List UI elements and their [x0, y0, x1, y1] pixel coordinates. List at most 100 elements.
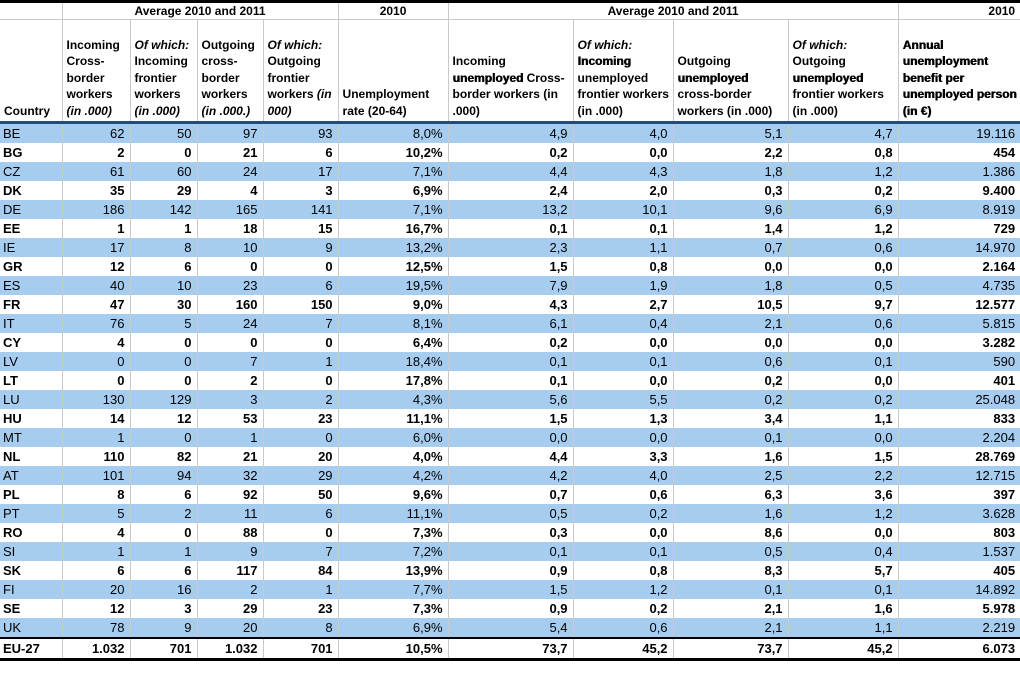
cell-annual-unemployment-benefit: 1.386 — [897, 162, 1020, 181]
cell-incoming-unemployed-cross-border-workers: 4,3 — [447, 295, 574, 314]
row-label-country: DE — [0, 200, 62, 219]
cell-unemployment-rate: 10,2% — [337, 143, 449, 162]
cell-incoming-unemployed-frontier-workers: 10,1 — [572, 200, 674, 219]
cell-annual-unemployment-benefit: 401 — [897, 371, 1020, 390]
table-row-DE: DE 186 142 165 141 7,1% 13,2 10,1 9,6 6,9 8.919 — [0, 200, 1020, 219]
band-label: 2010 — [897, 0, 1020, 20]
cell-outgoing-frontier-workers: 6 — [262, 504, 339, 523]
cell-outgoing-unemployed-cross-border-workers: 0,5 — [672, 542, 789, 561]
header-text: (in 000) — [267, 87, 332, 118]
header-text: Incoming — [452, 54, 506, 68]
cell-outgoing-cross-border-workers: 18 — [196, 219, 263, 238]
cell-outgoing-unemployed-frontier-workers: 0,8 — [787, 143, 899, 162]
cell-outgoing-frontier-workers: 6 — [262, 143, 339, 162]
cell-incoming-frontier-workers: 0 — [129, 428, 197, 447]
cell-outgoing-unemployed-cross-border-workers: 2,1 — [672, 599, 789, 618]
cell-outgoing-cross-border-workers: 160 — [196, 295, 263, 314]
table-row-IE: IE 17 8 10 9 13,2% 2,3 1,1 0,7 0,6 14.970 — [0, 238, 1020, 257]
cell-incoming-cross-border-workers: 2 — [61, 143, 130, 162]
cell-outgoing-unemployed-frontier-workers: 0,0 — [787, 371, 899, 390]
table-row-RO: RO 4 0 88 0 7,3% 0,3 0,0 8,6 0,0 803 — [0, 523, 1020, 542]
table-row-EE: EE 1 1 18 15 16,7% 0,1 0,1 1,4 1,2 729 — [0, 219, 1020, 238]
row-label-country: RO — [3, 525, 23, 540]
cell-unemployment-rate: 4,2% — [337, 466, 449, 485]
cell-outgoing-unemployed-cross-border-workers: 10,5 — [672, 295, 789, 314]
col-header-country: Country — [0, 19, 62, 124]
cell-outgoing-frontier-workers: 2 — [262, 390, 339, 409]
cell-outgoing-unemployed-frontier-workers: 1,1 — [787, 618, 899, 638]
header-text: unemployed — [677, 70, 749, 85]
cell-incoming-cross-border-workers: 12 — [61, 599, 130, 618]
cell-outgoing-unemployed-frontier-workers: 0,4 — [787, 542, 899, 561]
cell-incoming-unemployed-cross-border-workers: 6,1 — [447, 314, 574, 333]
cell-incoming-cross-border-workers: 6 — [61, 561, 130, 580]
cell-outgoing-frontier-workers: 7 — [262, 542, 339, 561]
cell-incoming-frontier-workers: 142 — [129, 200, 197, 219]
col-header-incoming-unemployed-frontier-workers: Of which: Incoming unemployed frontier wo… — [572, 19, 674, 124]
col-header-outgoing-cross-border-workers: Outgoing cross-border workers (in .000.) — [196, 19, 263, 124]
cell-incoming-cross-border-workers: 1 — [61, 542, 130, 561]
cell-outgoing-unemployed-cross-border-workers: 2,2 — [672, 143, 789, 162]
cell-outgoing-frontier-workers: 15 — [262, 219, 339, 238]
table-row-NL: NL 110 82 21 20 4,0% 4,4 3,3 1,6 1,5 28.769 — [0, 447, 1020, 466]
cell-incoming-unemployed-cross-border-workers: 2,4 — [447, 181, 574, 200]
cell-outgoing-unemployed-frontier-workers: 1,2 — [787, 504, 899, 523]
header-text: Outgoing cross-border workers — [201, 37, 255, 102]
cell-incoming-cross-border-workers: 101 — [61, 466, 130, 485]
cell-incoming-cross-border-workers: 8 — [61, 485, 130, 504]
cell-outgoing-cross-border-workers: 92 — [196, 485, 263, 504]
cell-outgoing-unemployed-frontier-workers: 2,2 — [787, 466, 899, 485]
cell-unemployment-rate: 12,5% — [337, 257, 449, 276]
header-text: unemployed — [792, 70, 864, 85]
cell-outgoing-unemployed-frontier-workers: 0,0 — [787, 428, 899, 447]
header-text: cross-border workers (in .000) — [677, 87, 773, 118]
col-header-outgoing-unemployed-frontier-workers: Of which: Outgoing unemployed frontier wo… — [787, 19, 899, 124]
column-header-row: Country Incoming Cross-border workers (in… — [0, 19, 1020, 124]
cell-outgoing-unemployed-cross-border-workers: 8,3 — [672, 561, 789, 580]
cell-annual-unemployment-benefit: 8.919 — [897, 200, 1020, 219]
cell-outgoing-cross-border-workers: 2 — [196, 371, 263, 390]
row-label-country: PT — [0, 504, 62, 523]
header-text: Unemployment rate (20-64) — [342, 87, 430, 118]
cell-incoming-unemployed-cross-border-workers: 0,9 — [447, 561, 574, 580]
header-text: Outgoing frontier workers — [267, 54, 321, 101]
cell-incoming-frontier-workers: 94 — [129, 466, 197, 485]
cell-outgoing-frontier-workers: 1 — [262, 580, 339, 599]
cell-outgoing-unemployed-frontier-workers: 3,6 — [787, 485, 899, 504]
cell-outgoing-unemployed-cross-border-workers: 0,6 — [672, 352, 789, 371]
header-text: Outgoing — [792, 54, 846, 68]
col-header-incoming-unemployed-cross-border-workers: Incoming unemployed Cross-border workers… — [447, 19, 574, 124]
cell-incoming-unemployed-frontier-workers: 1,9 — [572, 276, 674, 295]
cell-unemployment-rate: 13,2% — [337, 238, 449, 257]
cell-incoming-cross-border-workers: 76 — [61, 314, 130, 333]
table-row-SE: SE 12 3 29 23 7,3% 0,9 0,2 2,1 1,6 5.978 — [0, 599, 1020, 618]
cell-outgoing-frontier-workers: 1 — [262, 352, 339, 371]
cell-outgoing-unemployed-cross-border-workers: 0,3 — [672, 181, 789, 200]
cell-annual-unemployment-benefit: 3.628 — [897, 504, 1020, 523]
cell-incoming-unemployed-frontier-workers: 0,4 — [572, 314, 674, 333]
cell-incoming-unemployed-frontier-workers: 2,0 — [572, 181, 674, 200]
cell-incoming-unemployed-frontier-workers: 4,0 — [572, 466, 674, 485]
cell-incoming-cross-border-workers: 20 — [61, 580, 130, 599]
cell-outgoing-unemployed-cross-border-workers: 1,4 — [672, 219, 789, 238]
cell-incoming-cross-border-workers: 47 — [61, 295, 130, 314]
cell-incoming-frontier-workers: 16 — [129, 580, 197, 599]
cell-incoming-unemployed-frontier-workers: 4,0 — [572, 122, 674, 143]
cell-outgoing-cross-border-workers: 97 — [196, 122, 263, 143]
cell-incoming-frontier-workers: 1 — [129, 219, 197, 238]
row-label-country: ES — [0, 276, 62, 295]
row-label-country: IT — [0, 314, 62, 333]
cell-incoming-unemployed-frontier-workers: 0,0 — [572, 523, 674, 542]
col-header-incoming-cross-border-workers: Incoming Cross-border workers (in .000) — [61, 19, 130, 124]
cell-incoming-frontier-workers: 50 — [129, 122, 197, 143]
table-row-HU: HU 14 12 53 23 11,1% 1,5 1,3 3,4 1,1 833 — [0, 409, 1020, 428]
header-text: (in .000) — [134, 103, 180, 118]
cell-incoming-unemployed-cross-border-workers: 0,0 — [447, 428, 574, 447]
cell-outgoing-unemployed-frontier-workers: 0,6 — [787, 314, 899, 333]
cell-outgoing-unemployed-cross-border-workers: 1,8 — [672, 276, 789, 295]
header-text: unemployed — [452, 70, 524, 85]
cell-outgoing-cross-border-workers: 53 — [196, 409, 263, 428]
cell-outgoing-unemployed-cross-border-workers: 1,6 — [672, 504, 789, 523]
cell-incoming-unemployed-cross-border-workers: 73,7 — [447, 637, 574, 661]
cell-incoming-frontier-workers: 8 — [129, 238, 197, 257]
